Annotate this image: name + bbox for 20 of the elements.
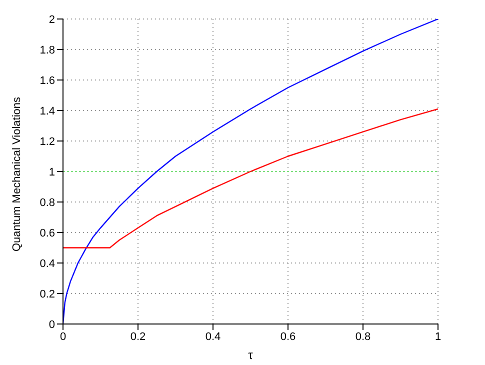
y-tick-label: 0.6: [40, 227, 55, 240]
x-tick-label: 0.6: [280, 330, 296, 343]
y-tick-label: 1.6: [40, 74, 55, 87]
x-tick-label: 1: [434, 330, 442, 343]
x-axis-title: τ: [248, 348, 254, 362]
x-tick-label: 0.8: [355, 330, 371, 343]
y-tick-label: 2: [48, 14, 55, 26]
y-tick-label: 1: [48, 166, 55, 178]
y-tick-label: 1.2: [40, 136, 55, 148]
x-tick-label: 0.2: [130, 330, 146, 343]
y-tick-label: 1.8: [40, 44, 55, 56]
x-tick-label: 0: [60, 330, 66, 343]
y-tick-label: 0.2: [40, 288, 55, 300]
y-axis-title: Quantum Mechanical Violations: [10, 96, 23, 252]
y-tick-label: 0.8: [40, 196, 55, 209]
line-series: [63, 108, 438, 248]
x-tick-label: 0.4: [205, 330, 221, 343]
y-tick-label: 1.4: [40, 105, 55, 118]
y-tick-label: 0: [48, 318, 55, 331]
y-tick-label: 0.4: [40, 258, 55, 270]
